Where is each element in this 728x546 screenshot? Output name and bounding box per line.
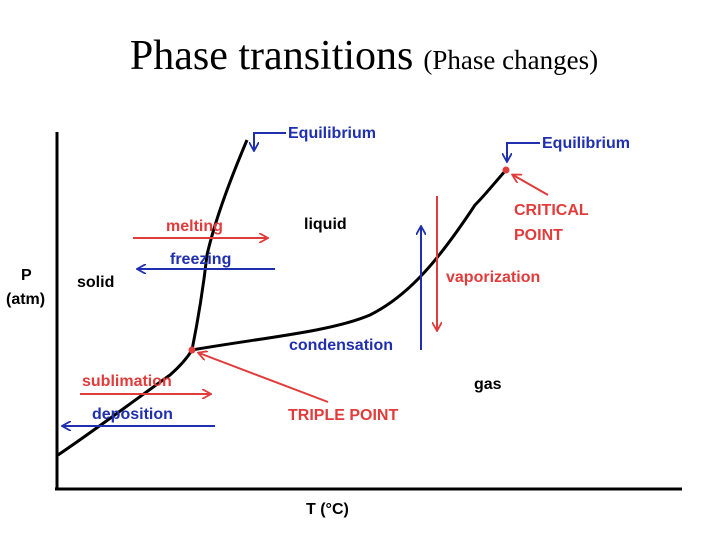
sublimation-curve xyxy=(57,349,194,457)
triple-point-marker xyxy=(188,346,196,354)
title-main: Phase transitions xyxy=(129,33,414,79)
critical-point-pointer xyxy=(513,175,549,196)
melting-curve xyxy=(190,139,249,351)
critical-point-marker xyxy=(502,166,510,174)
critical-point-label-line1: CRITICAL xyxy=(514,202,589,219)
region-solid-label: solid xyxy=(77,274,114,291)
melting-label: melting xyxy=(166,218,223,235)
condensation-label: condensation xyxy=(289,337,393,354)
region-liquid-label: liquid xyxy=(304,216,347,233)
triple-point-label: TRIPLE POINT xyxy=(288,407,398,424)
equilibrium-label-left: Equilibrium xyxy=(288,125,376,142)
critical-point-label-line2: POINT xyxy=(514,227,563,244)
vaporization-label: vaporization xyxy=(446,269,540,286)
equilibrium-arrow-right xyxy=(507,142,540,161)
region-gas-label: gas xyxy=(474,376,502,393)
equilibrium-label-right: Equilibrium xyxy=(542,135,630,152)
deposition-label: deposition xyxy=(92,406,173,423)
freezing-label: freezing xyxy=(170,251,231,268)
page-title: Phase transitions (Phase changes) xyxy=(0,32,728,80)
title-subtitle: (Phase changes) xyxy=(423,45,599,75)
x-axis-label: T (°C) xyxy=(306,501,349,518)
y-axis-label-atm: (atm) xyxy=(6,291,45,308)
equilibrium-arrow-left xyxy=(254,132,286,150)
vaporization-curve xyxy=(191,168,508,352)
triple-point-pointer xyxy=(199,353,329,403)
y-axis-label-p: P xyxy=(21,267,32,284)
sublimation-label: sublimation xyxy=(82,373,172,390)
